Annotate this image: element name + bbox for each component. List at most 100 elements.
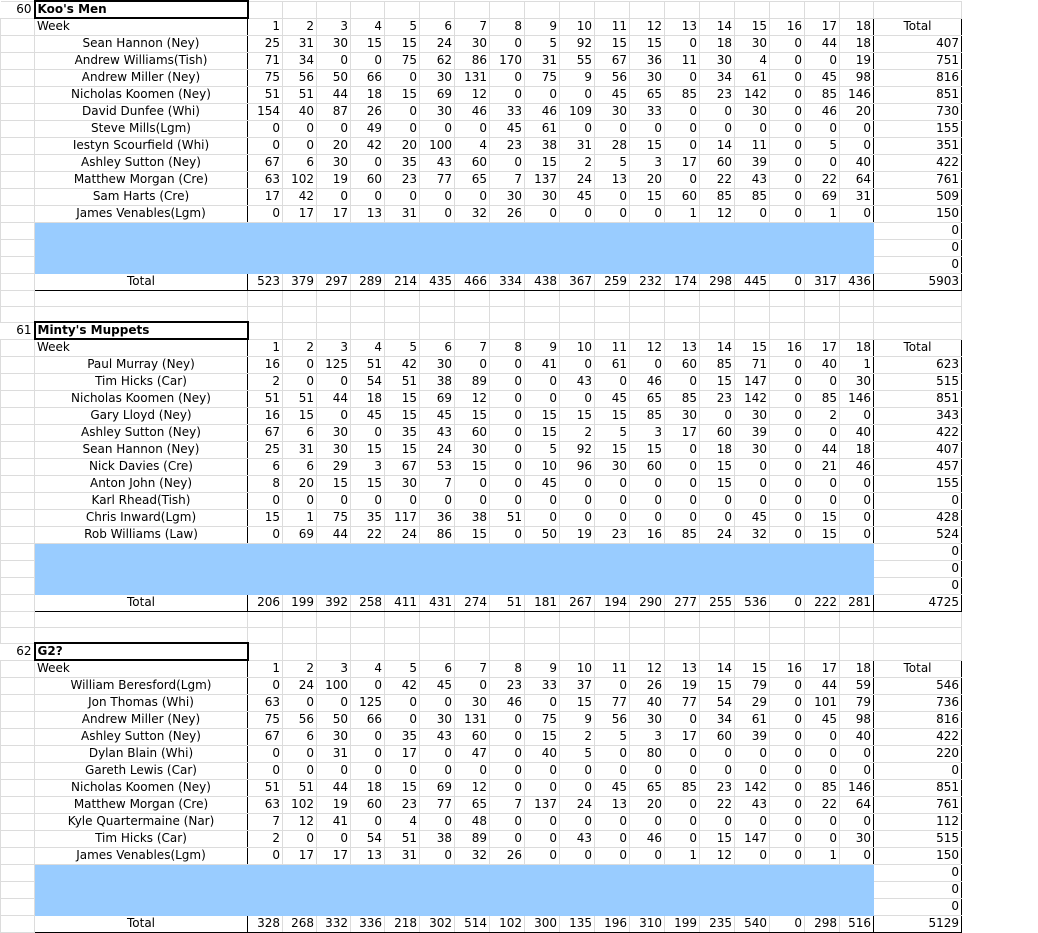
week-score[interactable]: 15: [699, 829, 735, 848]
week-score[interactable]: 0: [247, 744, 283, 763]
week-number-header[interactable]: 16: [769, 338, 805, 357]
empty-cell[interactable]: [804, 321, 840, 340]
week-score[interactable]: 28: [594, 136, 630, 155]
week-score[interactable]: 8: [247, 474, 283, 493]
player-total[interactable]: 0: [873, 255, 962, 274]
week-score[interactable]: 0: [839, 525, 874, 544]
week-score[interactable]: 2: [559, 727, 595, 746]
empty-cell[interactable]: [594, 642, 630, 661]
week-score[interactable]: 85: [664, 525, 700, 544]
week-score[interactable]: 40: [839, 153, 874, 172]
week-total[interactable]: 411: [384, 593, 420, 612]
player-total[interactable]: 515: [873, 372, 962, 391]
week-score[interactable]: 23: [384, 795, 420, 814]
week-score[interactable]: 0: [282, 355, 317, 374]
empty-cell[interactable]: [873, 305, 962, 323]
empty-cell[interactable]: [734, 610, 770, 628]
week-score[interactable]: 60: [454, 423, 490, 442]
week-score[interactable]: 77: [664, 693, 700, 712]
player-name[interactable]: Ashley Sutton (Ney): [34, 727, 248, 746]
week-score[interactable]: 50: [316, 68, 351, 87]
empty-cell[interactable]: [247, 305, 283, 323]
week-score[interactable]: 0: [489, 474, 525, 493]
week-score[interactable]: 85: [699, 187, 735, 206]
week-number-header[interactable]: 13: [664, 338, 700, 357]
player-total[interactable]: 422: [873, 153, 962, 172]
empty-cell[interactable]: [629, 0, 665, 19]
week-number-header[interactable]: 3: [316, 17, 351, 36]
week-score[interactable]: 60: [454, 153, 490, 172]
week-score[interactable]: 38: [454, 508, 490, 527]
week-score[interactable]: 0: [524, 846, 560, 865]
week-total[interactable]: 51: [489, 593, 525, 612]
week-score[interactable]: 0: [316, 491, 351, 510]
week-score[interactable]: 60: [350, 795, 385, 814]
week-score[interactable]: 31: [384, 204, 420, 223]
week-score[interactable]: 45: [419, 676, 455, 695]
player-total[interactable]: 816: [873, 710, 962, 729]
week-score[interactable]: 20: [384, 136, 420, 155]
week-score[interactable]: 0: [699, 406, 735, 425]
week-score[interactable]: 0: [419, 693, 455, 712]
week-score[interactable]: 17: [282, 204, 317, 223]
week-score[interactable]: 0: [734, 761, 770, 780]
week-score[interactable]: 51: [247, 778, 283, 797]
week-score[interactable]: 9: [559, 68, 595, 87]
week-total[interactable]: 431: [419, 593, 455, 612]
player-name[interactable]: David Dunfee (Whi): [34, 102, 248, 121]
week-number-header[interactable]: 17: [804, 17, 840, 36]
week-score[interactable]: 2: [247, 372, 283, 391]
week-score[interactable]: 31: [282, 440, 317, 459]
week-score[interactable]: 66: [350, 68, 385, 87]
empty-cell[interactable]: [524, 626, 560, 644]
week-score[interactable]: 0: [247, 761, 283, 780]
week-score[interactable]: 61: [524, 119, 560, 138]
empty-cell[interactable]: [699, 0, 735, 19]
week-score[interactable]: 0: [419, 491, 455, 510]
week-score[interactable]: 15: [524, 153, 560, 172]
week-score[interactable]: 49: [350, 119, 385, 138]
empty-cell[interactable]: [384, 289, 420, 307]
week-score[interactable]: 0: [316, 693, 351, 712]
week-score[interactable]: 45: [804, 68, 840, 87]
empty-cell[interactable]: [664, 0, 700, 19]
empty-cell[interactable]: [316, 642, 351, 661]
week-score[interactable]: 0: [699, 812, 735, 831]
week-total[interactable]: 435: [419, 272, 455, 291]
week-score[interactable]: 0: [524, 491, 560, 510]
player-name[interactable]: Ashley Sutton (Ney): [34, 153, 248, 172]
week-score[interactable]: 102: [282, 170, 317, 189]
week-number-header[interactable]: 9: [524, 659, 560, 678]
week-score[interactable]: 31: [839, 187, 874, 206]
player-total[interactable]: 155: [873, 474, 962, 493]
player-name[interactable]: Ashley Sutton (Ney): [34, 423, 248, 442]
empty-cell[interactable]: [34, 610, 248, 628]
week-score[interactable]: 30: [419, 355, 455, 374]
empty-player-slot[interactable]: [34, 238, 874, 257]
week-score[interactable]: 5: [594, 727, 630, 746]
week-score[interactable]: 75: [384, 51, 420, 70]
week-score[interactable]: 0: [734, 491, 770, 510]
empty-cell[interactable]: [559, 289, 595, 307]
week-score[interactable]: 0: [734, 457, 770, 476]
week-score[interactable]: 0: [769, 170, 805, 189]
week-total[interactable]: 194: [594, 593, 630, 612]
week-score[interactable]: 0: [769, 153, 805, 172]
week-total[interactable]: 289: [350, 272, 385, 291]
player-total[interactable]: 623: [873, 355, 962, 374]
week-score[interactable]: 15: [559, 406, 595, 425]
week-number-header[interactable]: 6: [419, 17, 455, 36]
week-score[interactable]: 0: [664, 508, 700, 527]
week-number-header[interactable]: 16: [769, 17, 805, 36]
empty-cell[interactable]: [489, 626, 525, 644]
week-score[interactable]: 34: [699, 710, 735, 729]
week-score[interactable]: 33: [524, 676, 560, 695]
empty-cell[interactable]: [769, 289, 805, 307]
week-score[interactable]: 0: [524, 85, 560, 104]
week-score[interactable]: 0: [559, 491, 595, 510]
week-score[interactable]: 15: [247, 508, 283, 527]
empty-cell[interactable]: [282, 0, 317, 19]
week-header[interactable]: Week: [34, 659, 248, 678]
week-score[interactable]: 15: [282, 406, 317, 425]
week-score[interactable]: 40: [282, 102, 317, 121]
